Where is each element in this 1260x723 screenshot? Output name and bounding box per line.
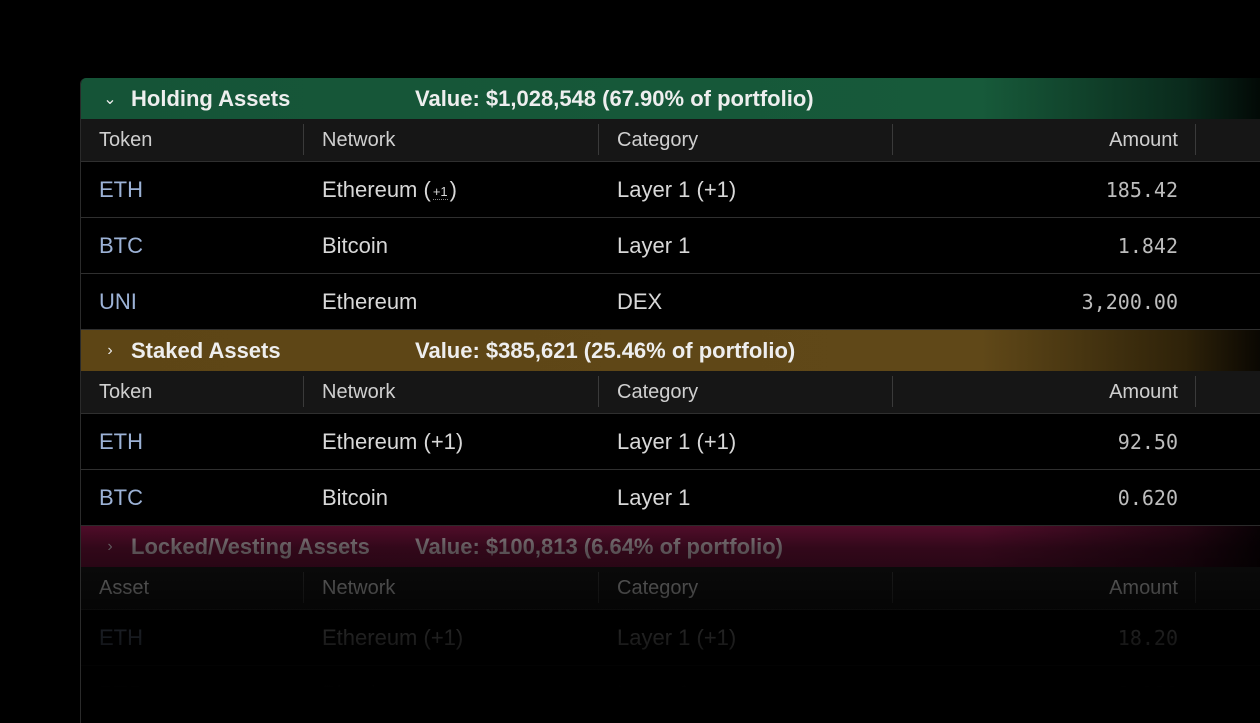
category-cell: Layer 1 (+1): [617, 624, 737, 650]
column-network[interactable]: Network: [322, 128, 396, 151]
group-value: Value: $1,028,548 (67.90% of portfolio): [415, 85, 814, 111]
token-cell: BTC: [99, 680, 143, 706]
amount-cell: 92.50: [1117, 429, 1178, 454]
group-name: Staked Assets: [131, 337, 281, 363]
column-asset[interactable]: Asset: [99, 576, 150, 599]
category-cell: Layer 1: [617, 484, 691, 510]
column-divider[interactable]: [303, 376, 304, 407]
column-divider[interactable]: [1195, 124, 1196, 155]
category-cell: Layer 1 (+1): [617, 428, 737, 454]
table-row[interactable]: BTC Bitcoin Layer 1 0.180: [81, 666, 1260, 722]
group-value: Value: $100,813 (6.64% of portfolio): [415, 533, 784, 559]
token-cell: UNI: [99, 288, 137, 314]
table-row[interactable]: ETH Ethereum (+1) Layer 1 (+1) 18.20: [81, 610, 1260, 666]
chevron-right-icon[interactable]: ›: [107, 537, 113, 555]
column-amount[interactable]: Amount: [1109, 128, 1178, 151]
column-token[interactable]: Token: [99, 128, 153, 151]
token-cell: ETH: [99, 624, 143, 650]
amount-cell: 18.20: [1117, 625, 1178, 650]
column-divider[interactable]: [598, 376, 599, 407]
column-divider[interactable]: [303, 572, 304, 603]
category-cell: Layer 1 (+1): [617, 176, 737, 202]
column-category[interactable]: Category: [617, 576, 699, 599]
table-row[interactable]: BTC Bitcoin Layer 1 0.620: [81, 470, 1260, 526]
column-header-row: Token Network Category Amount: [81, 119, 1260, 162]
column-token[interactable]: Token: [99, 380, 153, 403]
token-cell: BTC: [99, 232, 143, 258]
amount-cell: 0.620: [1117, 485, 1178, 510]
group-header-locked[interactable]: › Locked/Vesting Assets Value: $100,813 …: [81, 526, 1260, 567]
group-name: Holding Assets: [131, 85, 291, 111]
network-text-end: ): [449, 176, 457, 202]
portfolio-table: ⌄ Holding Assets Value: $1,028,548 (67.9…: [80, 78, 1260, 723]
category-cell: Layer 1: [617, 680, 691, 706]
column-divider[interactable]: [1195, 376, 1196, 407]
network-cell: Bitcoin: [322, 680, 389, 706]
token-cell: ETH: [99, 176, 143, 202]
column-divider[interactable]: [303, 124, 304, 155]
network-cell: Ethereum: [322, 288, 418, 314]
column-divider[interactable]: [598, 124, 599, 155]
token-cell: ETH: [99, 428, 143, 454]
column-divider[interactable]: [892, 376, 893, 407]
category-cell: Layer 1: [617, 232, 691, 258]
category-cell: DEX: [617, 288, 663, 314]
network-cell: Bitcoin: [322, 232, 389, 258]
amount-cell: 185.42: [1105, 177, 1178, 202]
column-category[interactable]: Category: [617, 380, 699, 403]
network-cell: Bitcoin: [322, 484, 389, 510]
column-divider[interactable]: [892, 572, 893, 603]
network-cell: Ethereum (+1): [322, 624, 464, 650]
column-divider[interactable]: [1195, 572, 1196, 603]
column-category[interactable]: Category: [617, 128, 699, 151]
column-header-row: Token Network Category Amount: [81, 371, 1260, 414]
group-value: Value: $385,621 (25.46% of portfolio): [415, 337, 796, 363]
table-row[interactable]: UNI Ethereum DEX 3,200.00: [81, 274, 1260, 330]
column-divider[interactable]: [598, 572, 599, 603]
chevron-right-icon[interactable]: ›: [107, 341, 113, 359]
column-amount[interactable]: Amount: [1109, 380, 1178, 403]
column-network[interactable]: Network: [322, 380, 396, 403]
column-network[interactable]: Network: [322, 576, 396, 599]
token-cell: BTC: [99, 484, 143, 510]
column-header-row: Asset Network Category Amount: [81, 567, 1260, 610]
amount-cell: 1.842: [1117, 233, 1178, 258]
amount-cell: 3,200.00: [1081, 289, 1178, 314]
network-more-badge[interactable]: +1: [432, 183, 448, 200]
column-amount[interactable]: Amount: [1109, 576, 1178, 599]
table-row[interactable]: ETH Ethereum (+1) Layer 1 (+1) 92.50: [81, 414, 1260, 470]
table-row[interactable]: BTC Bitcoin Layer 1 1.842: [81, 218, 1260, 274]
table-row[interactable]: ETH Ethereum ( +1 ) Layer 1 (+1) 185.42: [81, 162, 1260, 218]
amount-cell: 0.180: [1117, 681, 1178, 706]
group-name: Locked/Vesting Assets: [131, 533, 370, 559]
group-header-holding[interactable]: ⌄ Holding Assets Value: $1,028,548 (67.9…: [81, 78, 1260, 119]
network-text: Ethereum (: [322, 176, 431, 202]
column-divider[interactable]: [892, 124, 893, 155]
group-header-staked[interactable]: › Staked Assets Value: $385,621 (25.46% …: [81, 330, 1260, 371]
chevron-down-icon[interactable]: ⌄: [103, 90, 117, 108]
network-cell: Ethereum (+1): [322, 428, 464, 454]
network-cell: Ethereum ( +1 ): [322, 162, 457, 217]
